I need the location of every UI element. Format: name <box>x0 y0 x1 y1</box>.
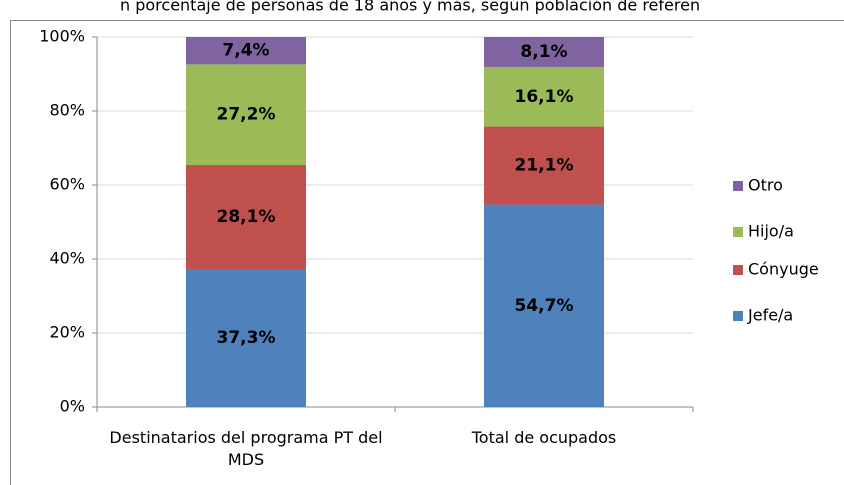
data-label: 27,2% <box>217 105 276 125</box>
bar-segment <box>484 37 604 67</box>
x-tick-label: Total de ocupados <box>471 428 617 447</box>
data-label: 8,1% <box>520 42 567 62</box>
legend-swatch <box>733 227 743 237</box>
y-tick-label: 40% <box>49 249 85 268</box>
data-label: 7,4% <box>222 41 269 61</box>
bar-segment <box>186 165 306 269</box>
x-tick-label: Destinatarios del programa PT del MDS <box>109 428 383 469</box>
data-label: 28,1% <box>217 207 276 227</box>
bar-segment <box>484 126 604 205</box>
y-tick-label: 20% <box>49 323 85 342</box>
y-tick-label: 60% <box>49 175 85 194</box>
legend-label: Otro <box>748 176 783 195</box>
y-tick-label: 80% <box>49 101 85 120</box>
data-label: 37,3% <box>217 328 276 348</box>
legend-swatch <box>733 311 743 321</box>
legend-label: Hijo/a <box>748 222 794 241</box>
legend-swatch <box>733 181 743 191</box>
y-tick-label: 0% <box>60 397 85 416</box>
chart-title: n porcentaje de personas de 18 años y má… <box>120 0 700 15</box>
bar-segment <box>484 204 604 407</box>
bar-segment <box>186 268 306 407</box>
data-label: 16,1% <box>515 87 574 107</box>
bar-segment <box>484 66 604 127</box>
chart-border <box>10 20 844 485</box>
legend-label: Cónyuge <box>748 260 819 279</box>
bar-segment <box>186 64 306 166</box>
y-tick-label: 100% <box>39 27 85 46</box>
legend-label: Jefe/a <box>747 306 793 325</box>
bar-segment <box>186 37 306 65</box>
data-label: 54,7% <box>515 296 574 316</box>
data-label: 21,1% <box>515 156 574 176</box>
legend-swatch <box>733 265 743 275</box>
